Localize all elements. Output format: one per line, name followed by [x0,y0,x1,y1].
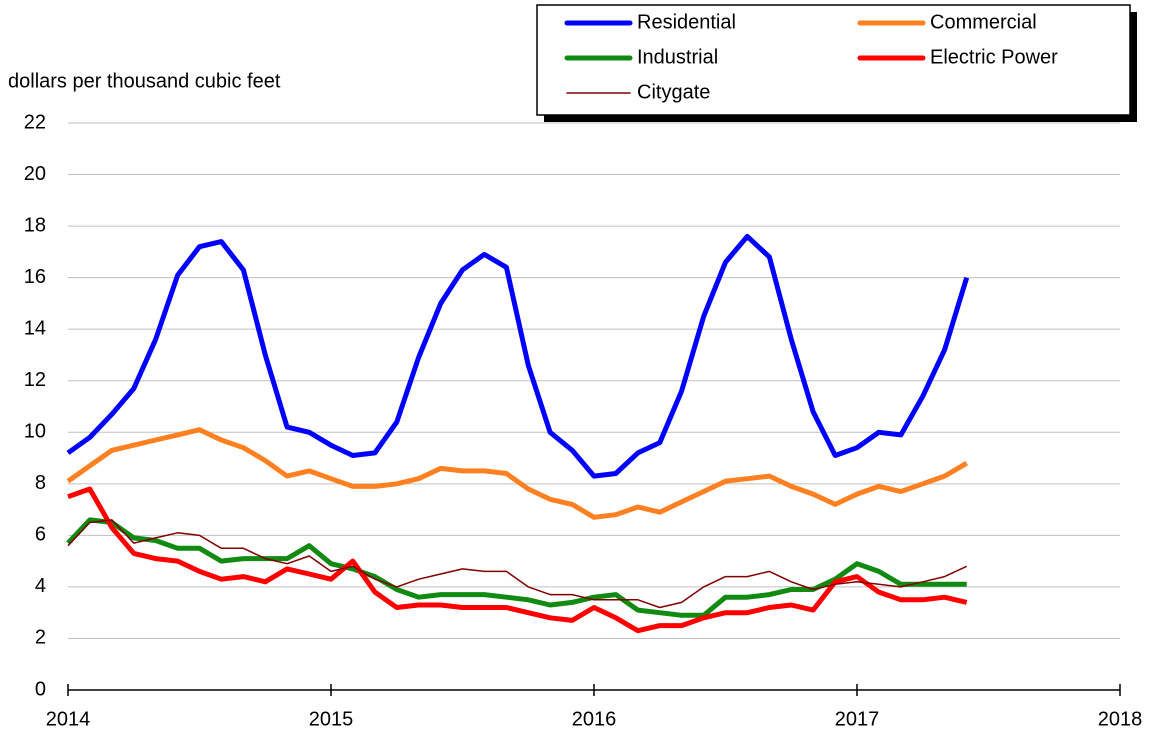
legend-label: Industrial [637,46,718,68]
y-tick-label: 22 [24,111,46,133]
series-line [67,519,968,609]
x-tick-label: 2016 [572,708,617,730]
series-line [66,517,967,618]
legend-label: Residential [637,11,736,33]
legend-label: Commercial [930,11,1037,33]
series-line [67,486,968,634]
y-tick-label: 0 [35,678,46,700]
x-tick-label: 2015 [309,708,354,730]
y-tick-label: 14 [24,317,46,339]
legend [536,4,1131,116]
y-tick-label: 8 [35,472,46,494]
y-tick-label: 16 [24,266,46,288]
y-tick-label: 10 [24,421,46,443]
x-tick-label: 2017 [835,708,880,730]
y-tick-label: 6 [35,524,46,546]
x-tick-label: 2014 [46,708,91,730]
y-tick-label: 2 [35,627,46,649]
legend-label: Citygate [637,81,710,103]
series-line [66,233,970,479]
x-tick-label: 2018 [1098,708,1143,730]
y-axis-label: dollars per thousand cubic feet [8,70,281,92]
y-tick-label: 20 [24,163,46,185]
legend-label: Electric Power [930,46,1058,68]
y-tick-label: 18 [24,214,46,236]
y-tick-label: 12 [24,369,46,391]
y-tick-label: 4 [35,575,46,597]
series-line [66,427,968,520]
